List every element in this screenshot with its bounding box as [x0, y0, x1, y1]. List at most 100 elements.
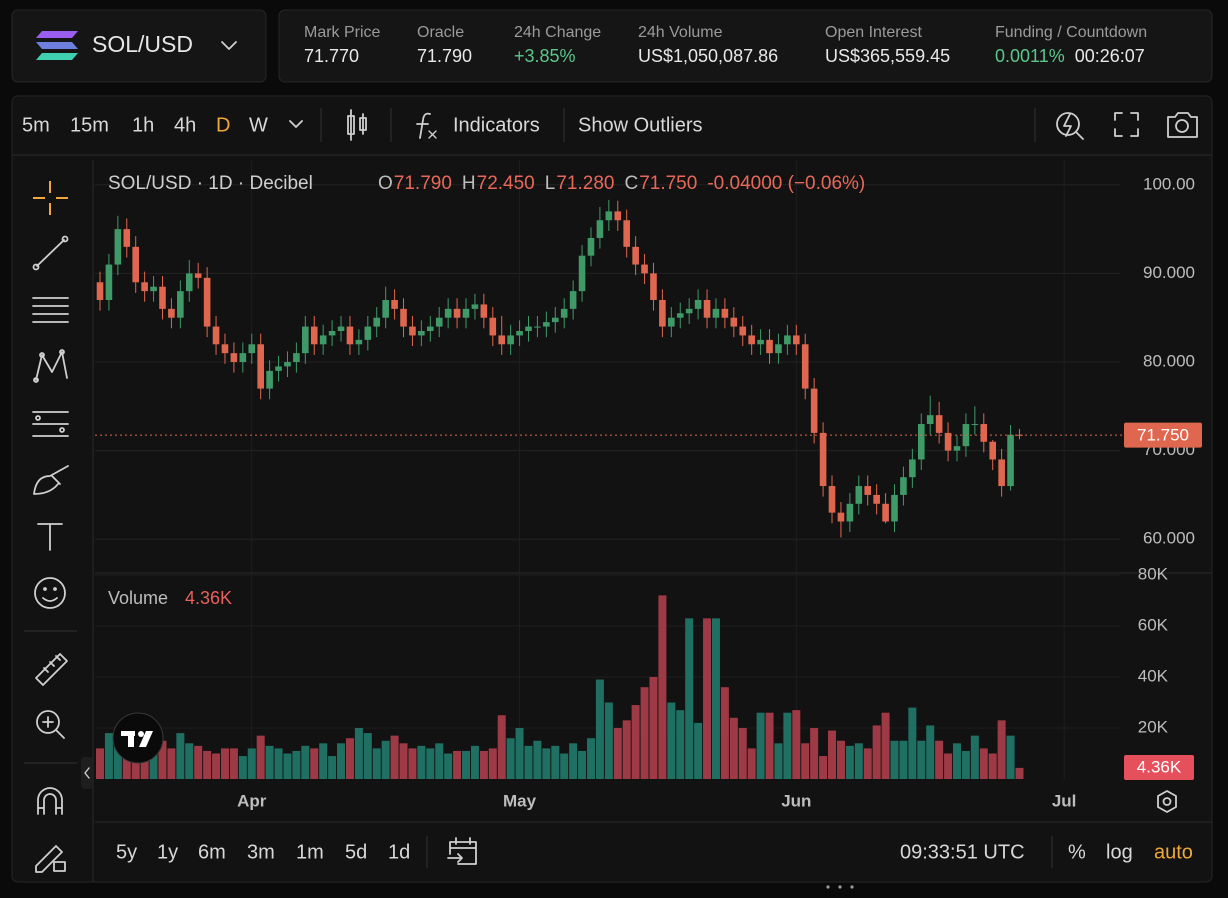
- interval-menu[interactable]: [289, 120, 303, 128]
- candle-body: [525, 326, 532, 332]
- magnet-tool[interactable]: [37, 787, 63, 815]
- interval-button[interactable]: D: [216, 114, 230, 136]
- x-tick-label: Apr: [237, 791, 267, 810]
- range-button[interactable]: 5d: [345, 841, 367, 863]
- range-button[interactable]: 1d: [388, 841, 410, 863]
- range-button[interactable]: 1y: [157, 841, 178, 863]
- pair-selector[interactable]: [11, 9, 267, 83]
- volume-tick-label: 20K: [1138, 717, 1169, 736]
- candle-body: [766, 339, 773, 354]
- volume-bar: [247, 748, 256, 779]
- y-tick-label: 100.00: [1143, 174, 1195, 193]
- candle-body: [748, 335, 755, 345]
- candle-body: [426, 326, 434, 332]
- volume-bar: [738, 728, 747, 779]
- volume-bar: [1006, 735, 1015, 779]
- volume-bar: [470, 745, 479, 779]
- pattern-tool[interactable]: [33, 349, 68, 383]
- interval-button[interactable]: 1h: [132, 114, 154, 136]
- volume-bar: [792, 710, 801, 779]
- range-button[interactable]: 6m: [198, 841, 226, 863]
- brush-tool[interactable]: [33, 465, 69, 495]
- volume-bar: [453, 750, 462, 779]
- candle-body: [828, 486, 836, 513]
- ohlc-value: 72.450: [477, 173, 535, 194]
- outliers-button[interactable]: Show Outliers: [578, 114, 703, 136]
- auto-toggle[interactable]: auto: [1154, 841, 1193, 863]
- replay-icon[interactable]: [1056, 112, 1084, 140]
- candle-body: [534, 326, 541, 328]
- interval-button[interactable]: 4h: [174, 114, 196, 136]
- volume-bar: [667, 702, 676, 779]
- screenshot-icon[interactable]: [1167, 112, 1198, 138]
- date-range-icon[interactable]: [447, 837, 477, 865]
- candle-body: [435, 317, 443, 327]
- interval-button[interactable]: 15m: [70, 114, 109, 136]
- volume-bar: [694, 722, 703, 779]
- candle-type-icon[interactable]: [347, 109, 367, 141]
- chart-panel: [11, 95, 1213, 883]
- forecast-tool[interactable]: [32, 411, 69, 437]
- volume-bar: [569, 743, 578, 779]
- stat-extra: 00:26:07: [1075, 46, 1145, 66]
- ohlc-value: 71.750: [639, 173, 697, 194]
- fx-icon[interactable]: [416, 112, 437, 139]
- candle-body: [971, 424, 979, 426]
- x-tick-label: Jul: [1052, 791, 1077, 810]
- range-button[interactable]: 1m: [296, 841, 324, 863]
- tradingview-logo[interactable]: [112, 712, 164, 764]
- volume-bar: [720, 687, 729, 779]
- log-toggle[interactable]: log: [1106, 841, 1133, 863]
- interval-button[interactable]: 5m: [22, 114, 50, 136]
- volume-bar: [988, 753, 997, 779]
- interval-button[interactable]: W: [249, 114, 268, 136]
- volume-bar: [167, 748, 176, 779]
- crosshair-tool[interactable]: [33, 181, 68, 215]
- indicators-button[interactable]: Indicators: [453, 114, 540, 136]
- candle-body: [953, 446, 961, 451]
- volume-bar: [256, 735, 265, 779]
- percent-toggle[interactable]: %: [1068, 841, 1086, 863]
- candle-body: [132, 246, 140, 283]
- candle-body: [453, 308, 461, 318]
- volume-bar: [560, 753, 569, 779]
- fullscreen-icon[interactable]: [1114, 112, 1139, 137]
- stat-value: US$365,559.45: [825, 46, 950, 66]
- lock-drawing-tool[interactable]: [35, 845, 66, 873]
- candle-body: [632, 246, 639, 265]
- collapse-handle[interactable]: [81, 757, 93, 789]
- volume-bar: [819, 756, 828, 779]
- candle-body: [1007, 434, 1014, 487]
- stat-value: 0.0011%: [995, 46, 1065, 66]
- axis-settings[interactable]: [1157, 790, 1177, 813]
- trendline-tool[interactable]: [32, 235, 69, 271]
- fib-tool[interactable]: [32, 297, 69, 323]
- measure-tool[interactable]: [35, 653, 68, 686]
- range-button[interactable]: 3m: [247, 841, 275, 863]
- emoji-tool[interactable]: [34, 577, 66, 609]
- zoom-tool[interactable]: [36, 710, 65, 739]
- volume-bar: [176, 733, 185, 779]
- clock[interactable]: 09:33:51 UTC: [900, 841, 1025, 863]
- range-button[interactable]: 5y: [116, 841, 137, 863]
- volume-bar: [881, 712, 890, 779]
- chevron[interactable]: [221, 41, 237, 50]
- candle-body: [96, 282, 104, 300]
- volume-bar: [506, 738, 515, 779]
- volume-bar: [747, 748, 756, 779]
- volume-bars: [95, 595, 1024, 779]
- volume-bar: [899, 740, 908, 779]
- candle-body: [668, 317, 675, 327]
- volume-bar: [265, 745, 274, 779]
- tool-sidebar: [24, 181, 77, 873]
- pair-name[interactable]: SOL/USD: [92, 31, 193, 57]
- volume-bar: [952, 743, 961, 779]
- candle-body: [659, 299, 666, 327]
- candle-body: [123, 229, 131, 247]
- volume-bar: [640, 687, 649, 779]
- candle-body: [917, 424, 925, 460]
- volume-bar: [845, 745, 854, 779]
- text-tool[interactable]: [37, 523, 63, 551]
- volume-legend: Volume: [108, 588, 168, 608]
